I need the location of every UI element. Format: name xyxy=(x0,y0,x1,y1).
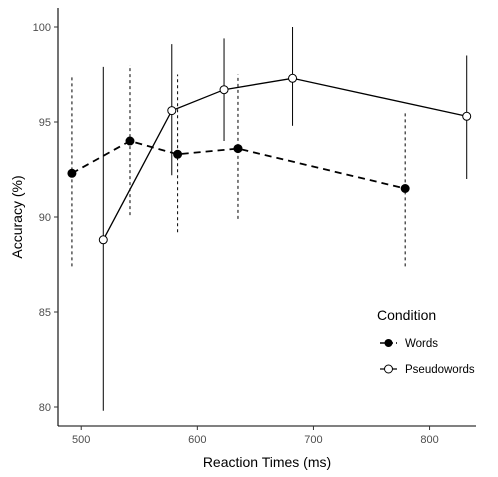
y-tick-label: 95 xyxy=(39,117,51,129)
y-axis-title: Accuracy (%) xyxy=(9,175,25,258)
y-tick-label: 90 xyxy=(39,212,51,224)
x-tick-label: 800 xyxy=(420,434,438,446)
data-point-words xyxy=(125,136,135,146)
legend-title: Condition xyxy=(377,307,436,323)
legend-item-words: Words xyxy=(380,338,438,350)
y-tick-label: 85 xyxy=(39,307,51,319)
y-tick-label: 100 xyxy=(33,22,51,34)
data-point-pseudowords xyxy=(167,106,177,116)
legend-key-marker-pseudowords xyxy=(384,364,393,374)
legend-label-pseudowords: Pseudowords xyxy=(405,364,475,376)
axes: 500 600 700 800 80 85 90 95 100 xyxy=(33,8,476,446)
legend: Condition Words Pseudowords xyxy=(377,307,475,376)
series-pseudowords xyxy=(98,27,472,411)
data-point-words xyxy=(400,184,410,193)
data-point-words xyxy=(67,168,77,178)
legend-item-pseudowords: Pseudowords xyxy=(380,364,475,376)
x-tick-label: 500 xyxy=(72,434,90,446)
x-axis-title: Reaction Times (ms) xyxy=(203,454,331,470)
plot-area xyxy=(67,27,472,411)
legend-label-words: Words xyxy=(405,338,438,350)
y-tick-label: 80 xyxy=(39,402,51,414)
data-point-words xyxy=(173,149,183,159)
series-line-words xyxy=(71,140,406,190)
data-point-pseudowords xyxy=(219,85,229,95)
data-point-words xyxy=(233,144,243,154)
data-point-pseudowords xyxy=(288,73,298,83)
data-point-pseudowords xyxy=(98,235,108,245)
x-tick-label: 600 xyxy=(188,434,206,446)
data-point-pseudowords xyxy=(462,111,472,121)
x-tick-label: 700 xyxy=(304,434,322,446)
legend-key-marker-words xyxy=(384,339,393,347)
